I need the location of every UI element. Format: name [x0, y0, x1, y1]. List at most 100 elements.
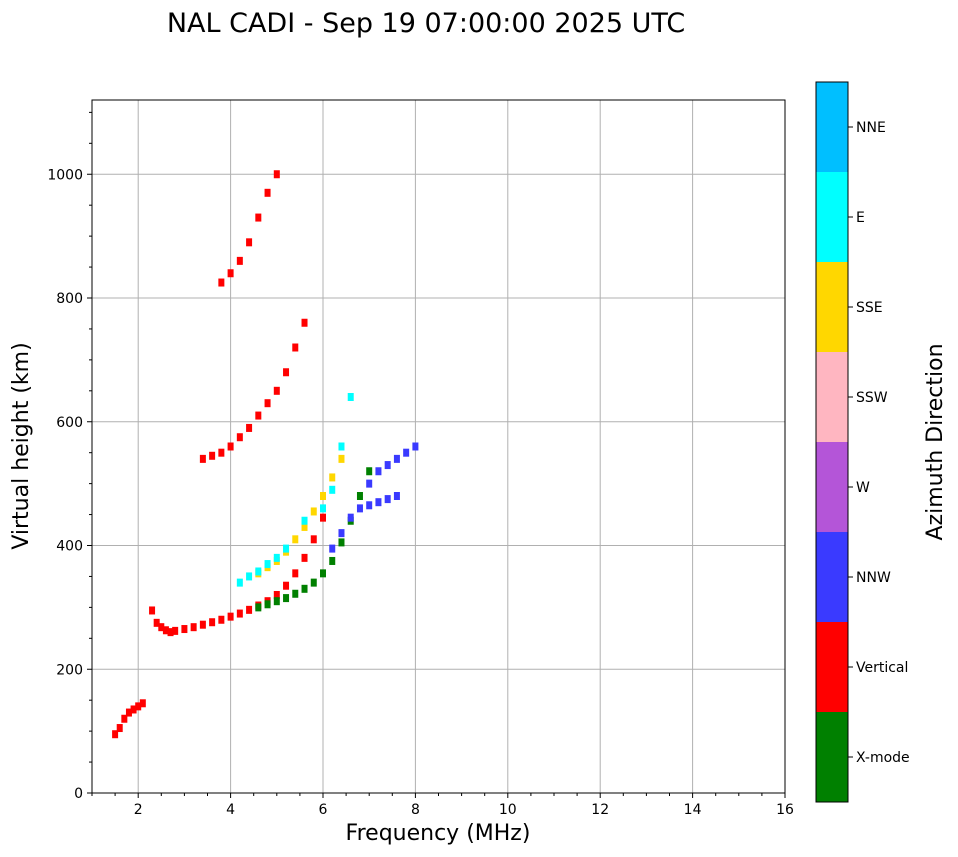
data-point [338, 529, 345, 538]
y-tick-label: 800 [56, 291, 83, 307]
data-point [347, 513, 354, 522]
data-point [375, 467, 382, 476]
data-point [403, 448, 410, 457]
data-point [264, 188, 271, 197]
data-point [356, 504, 363, 513]
data-point [329, 544, 336, 553]
colorbar-swatch [816, 262, 848, 352]
y-axis-ticks: 0 200 400 600 800 1000 [47, 111, 92, 802]
data-point [329, 556, 336, 565]
data-point [227, 442, 234, 451]
data-point [139, 699, 146, 708]
data-point [329, 473, 336, 482]
colorbar-tick-label: SSW [856, 390, 888, 406]
data-point [320, 569, 326, 578]
data-point [236, 256, 243, 265]
data-point [301, 516, 308, 525]
x-tick-label: 10 [499, 802, 517, 818]
data-point [292, 569, 299, 578]
x-tick-label: 6 [319, 802, 328, 818]
data-point [310, 507, 317, 516]
data-point [310, 578, 317, 587]
colorbar-tick-label: E [856, 210, 865, 226]
data-point [283, 368, 290, 377]
data-point [121, 714, 128, 723]
data-point [273, 386, 280, 395]
colorbar-swatch [816, 352, 848, 442]
data-point [236, 609, 243, 618]
data-point [301, 318, 308, 327]
data-point [218, 278, 225, 287]
data-point [135, 702, 142, 711]
data-point [172, 626, 179, 635]
data-point [292, 343, 299, 352]
x-tick-label: 14 [684, 802, 702, 818]
data-point [283, 544, 290, 553]
data-point [158, 623, 165, 632]
colorbar-swatch [816, 532, 848, 622]
colorbar-tick-label: Vertical [856, 660, 908, 676]
data-point [190, 623, 197, 632]
y-tick-label: 200 [56, 662, 83, 678]
data-point [246, 238, 253, 247]
colorbar-tick-label: SSE [856, 300, 883, 316]
data-point [338, 442, 345, 451]
data-point [273, 591, 280, 599]
data-point [218, 615, 225, 624]
colorbar-tick-label: NNW [856, 570, 891, 586]
data-point [255, 411, 262, 420]
colorbar-swatch [816, 442, 848, 532]
data-point [338, 538, 345, 547]
data-point [209, 618, 216, 627]
data-point [366, 467, 373, 476]
y-tick-label: 0 [74, 786, 83, 802]
data-point [356, 492, 363, 500]
x-axis-ticks: 2 4 6 8 10 12 14 16 [91, 793, 794, 818]
data-point [116, 724, 123, 733]
data-point [292, 589, 299, 598]
x-tick-label: 4 [226, 802, 235, 818]
colorbar-swatch [816, 172, 848, 262]
data-point [301, 553, 308, 562]
grid-lines [92, 100, 786, 794]
x-tick-label: 12 [591, 802, 609, 818]
data-point [366, 501, 373, 510]
x-tick-label: 2 [134, 802, 143, 818]
x-tick-label: 8 [411, 802, 420, 818]
data-point [273, 553, 280, 562]
data-point [264, 600, 271, 609]
data-point [329, 485, 336, 494]
data-point [320, 513, 326, 522]
data-point [246, 605, 253, 614]
data-point [301, 522, 308, 531]
data-point [236, 578, 243, 587]
data-point [366, 479, 373, 488]
colorbar-swatch [816, 82, 848, 172]
plot-background [92, 100, 785, 793]
colorbar-title: Azimuth Direction [923, 343, 948, 540]
y-axis-title: Virtual height (km) [9, 342, 34, 549]
colorbar: X-mode Vertical NNW W SSW SSE E NNE [815, 81, 910, 803]
y-tick-label: 1000 [47, 167, 83, 183]
data-point [375, 498, 382, 507]
data-point [338, 454, 345, 463]
colorbar-frame [815, 81, 849, 803]
data-point [273, 597, 280, 606]
data-point [301, 584, 308, 593]
data-point [227, 269, 234, 278]
data-point [393, 492, 400, 500]
data-point [199, 620, 206, 629]
data-point [181, 625, 188, 634]
data-point [125, 708, 132, 717]
data-point [153, 618, 160, 627]
y-tick-label: 600 [56, 415, 83, 431]
data-point [227, 612, 234, 621]
data-point [149, 606, 156, 615]
x-axis-title: Frequency (MHz) [346, 821, 531, 846]
data-point [199, 454, 206, 463]
data-point [347, 393, 354, 401]
data-point [384, 461, 391, 470]
data-point [255, 603, 262, 612]
data-point [320, 492, 326, 500]
data-point [264, 399, 271, 408]
